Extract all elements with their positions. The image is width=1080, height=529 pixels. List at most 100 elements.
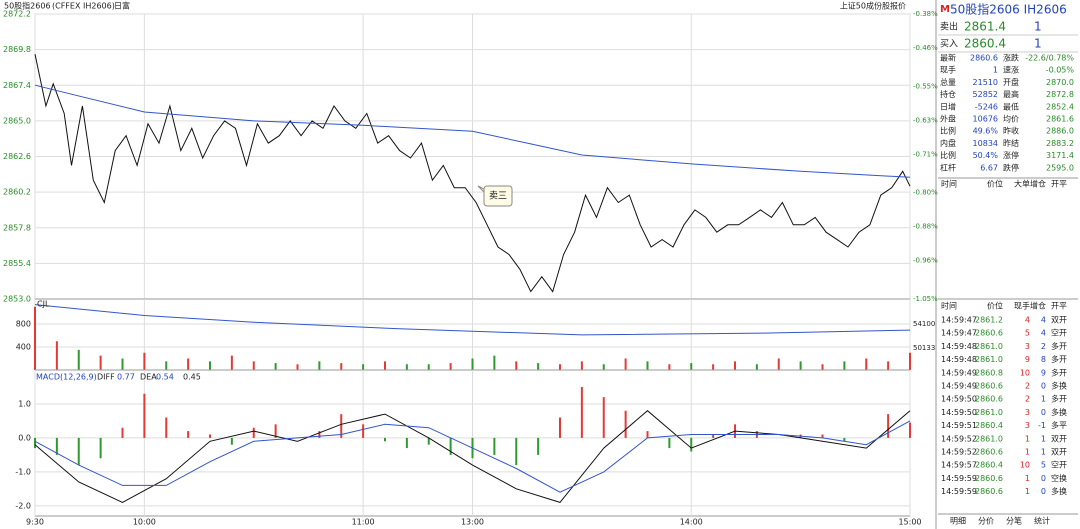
quote-key: 昨收 [1003,126,1019,136]
macd-bar [209,434,211,438]
trade-cell: 8 [1041,355,1046,364]
macd-bar [821,434,824,438]
macd-bar [887,414,890,438]
volume-bar [405,364,408,370]
trade-cell: 1 [1025,474,1030,483]
quote-value: 10834 [973,139,998,148]
exchange-code: (CFFEX IH2606) [52,2,115,11]
book-label: 买入 [940,39,958,50]
macd-bar [143,393,146,438]
volume-bar [471,358,474,370]
tab[interactable]: 分价 [978,517,994,526]
trade-cell: 14:59:50 [941,395,977,404]
macd-bar [99,437,102,459]
volume-bar [209,361,211,370]
y2-tick-label: -0.80% [913,189,938,197]
volume-bar [865,358,868,370]
macd-bar [252,427,255,438]
trade-cell: 0 [1041,487,1046,496]
y-tick-label: 2862.6 [3,152,31,161]
quote-value: 21510 [973,78,998,87]
volume-bar [580,361,583,370]
quote-key: 最新 [940,53,956,63]
trade-cell: 14:59:52 [941,448,977,457]
volume-bar [99,355,102,370]
list-header: 时间 [941,179,957,189]
trade-cell: 2860.6 [975,329,1003,338]
constituent-link[interactable]: 上证50成份股报价 [840,1,906,11]
trade-cell: 14:59:57 [941,461,977,470]
trade-cell: 双开 [1051,316,1067,325]
volume-bar [690,363,693,370]
quote-value: 52852 [973,90,998,99]
period-menu[interactable]: 日富 [114,1,130,11]
volume-bar [777,358,780,370]
trade-cell: 2 [1025,395,1030,404]
trade-cell: 空开 [1051,460,1067,470]
trade-cell: 2 [1041,342,1046,351]
trade-cell: 5 [1025,329,1030,338]
quote-value: -5246 [975,102,998,111]
volume-bar [34,306,36,370]
quote-key: 现手 [940,65,956,75]
trade-cell: 2860.4 [975,421,1003,430]
open-interest-line [34,304,911,336]
trade-cell: 多换 [1051,486,1067,496]
annotation-box [483,185,513,207]
trade-cell: 2860.6 [975,395,1003,404]
legend-value: 0.77 [117,373,135,382]
book-label: 卖出 [940,21,958,33]
volume-bar [121,358,124,370]
volume-bar [384,361,386,370]
trade-cell: 3 [1025,342,1030,351]
list-header: 现手 [1014,301,1030,311]
quote-key: 开盘 [1003,77,1019,87]
tab[interactable]: 明细 [950,516,966,526]
x-tick-label: 13:00 [461,518,484,527]
volume-bar [427,364,430,370]
tab[interactable]: 统计 [1034,516,1050,526]
volume-bar [165,361,168,370]
volume-bar [362,364,365,370]
macd-bar [274,424,277,438]
quote-key: 昨结 [1003,138,1019,148]
quote-key: 最低 [1003,101,1019,111]
y2-tick-label: 50133 [913,344,935,352]
quote-value: 50.4% [973,151,999,160]
quote-value: 2870.0 [1046,78,1074,87]
volume-bar [274,363,277,370]
annotation: 卖三 [489,191,507,202]
trade-cell: 0 [1041,474,1046,483]
trade-cell: 9 [1041,368,1046,377]
macd-bar [559,417,561,438]
panel-title: 50股指2606 IH2606 [950,2,1067,17]
macd-bar [690,437,693,452]
list-header: 时间 [941,301,957,311]
macd-title: MACD(12,26,9) [36,373,97,382]
trade-cell: 双开 [1051,448,1067,457]
tab[interactable]: 分笔 [1006,516,1022,526]
trade-cell: 14:59:50 [941,408,977,417]
quote-key: 外盘 [940,114,956,124]
y2-tick-label: -1.05% [913,295,938,303]
macd-bar [121,427,124,438]
trade-cell: 多平 [1051,420,1067,430]
y-tick-label: 800 [16,320,31,329]
trade-cell: 10 [1020,368,1030,377]
quote-value: 6.67 [980,163,998,172]
y2-tick-label: -0.55% [913,82,938,90]
macd-bar [362,424,365,438]
trade-cell: 多换 [1051,381,1067,391]
legend-value: 0.45 [183,373,201,382]
trade-cell: 1 [1025,448,1030,457]
macd-bar [34,437,36,449]
macd-bar [712,434,715,438]
trade-cell: 5 [1041,461,1046,470]
volume-bar [712,364,715,370]
trade-cell: 14:59:48 [941,355,977,364]
y-tick-label: 1.0 [18,399,31,408]
macd-bar [230,437,233,445]
volume-bar [143,352,146,370]
legend-name: DEA [140,373,157,382]
trade-cell: 1 [1041,434,1046,443]
